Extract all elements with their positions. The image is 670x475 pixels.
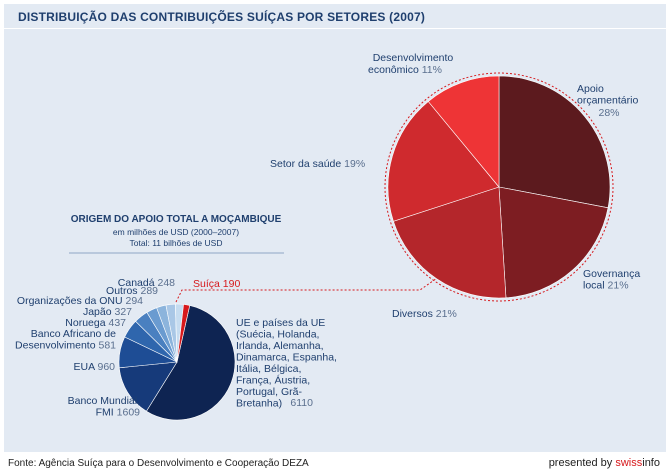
origin-label-suica: Suíça 190 xyxy=(193,278,240,290)
sector-pie-outline xyxy=(384,72,614,302)
sector-slice-3 xyxy=(387,101,500,222)
connector-layer xyxy=(175,72,614,303)
origin-slice-1 xyxy=(118,361,178,412)
footer: Fonte: Agência Suíça para o Desenvolvime… xyxy=(0,452,670,475)
sector-label-economico: econômico 11% xyxy=(368,64,442,76)
origin-value-ue: 6110 xyxy=(290,397,313,409)
origin-slice-9 xyxy=(176,304,191,363)
origin-label-canada: Canadá 248 xyxy=(118,277,175,289)
origin-title: ORIGEM DO APOIO TOTAL A MOÇAMBIQUE xyxy=(71,214,282,225)
chart-title: DISTRIBUIÇÃO DAS CONTRIBUIÇÕES SUÍÇAS PO… xyxy=(18,10,426,24)
origin-label-eua: EUA 960 xyxy=(74,361,116,373)
origin-label-japao: Japão 327 xyxy=(83,306,132,318)
sector-label-saude: Setor da saúde 19% xyxy=(270,158,365,170)
origin-label-onu: Organizações da ONU 294 xyxy=(17,295,143,307)
origin-label-bad: Banco Africano de Desenvolvimento 581 xyxy=(15,328,116,352)
sector-label-desenvolvimento: Desenvolvimento xyxy=(373,52,454,64)
origin-labels: UE e países da UE (Suécia, Holanda, Irland… xyxy=(15,277,337,419)
title-bar: DISTRIBUIÇÃO DAS CONTRIBUIÇÕES SUÍÇAS PO… xyxy=(4,4,666,29)
sector-label-diversos: Diversos 21% xyxy=(392,308,457,320)
presented-by-label: presented by xyxy=(548,457,613,469)
source-note: Fonte: Agência Suíça para o Desenvolvime… xyxy=(8,458,309,469)
origin-label-outros: Outros 289 xyxy=(106,285,158,297)
chart-canvas: ORIGEM DO APOIO TOTAL A MOÇAMBIQUE em mi… xyxy=(15,52,640,421)
origin-total: Total: 11 bilhões de USD xyxy=(130,238,223,248)
brand-logo-part2[interactable]: info xyxy=(642,457,660,469)
origin-pie-heading: ORIGEM DO APOIO TOTAL A MOÇAMBIQUE em mi… xyxy=(69,214,284,254)
origin-slice-0 xyxy=(145,305,236,421)
sector-slice-1 xyxy=(498,186,609,299)
origin-label-bm: Banco Mundial, FMI 1609 xyxy=(68,395,141,419)
sector-slice-4 xyxy=(427,75,500,188)
sector-value-apoio: 28% xyxy=(598,107,619,119)
origin-label-ue: UE e países da UE (Suécia, Holanda, Irland… xyxy=(236,317,337,410)
sector-label-apoio: Apoio orçamentário xyxy=(577,83,638,107)
origin-subtitle: em milhões de USD (2000–2007) xyxy=(113,227,239,237)
sector-slice-2 xyxy=(393,186,507,299)
connector-line xyxy=(175,275,441,303)
origin-label-noruega: Noruega 437 xyxy=(65,317,126,329)
presented-by: presented by swissinfo xyxy=(549,457,660,469)
sector-pie xyxy=(387,75,611,299)
origin-pie xyxy=(118,303,236,421)
sector-label-governanca: Governança local 21% xyxy=(583,268,640,292)
brand-logo-part1[interactable]: swiss xyxy=(615,457,643,469)
sector-slice-0 xyxy=(498,75,611,209)
